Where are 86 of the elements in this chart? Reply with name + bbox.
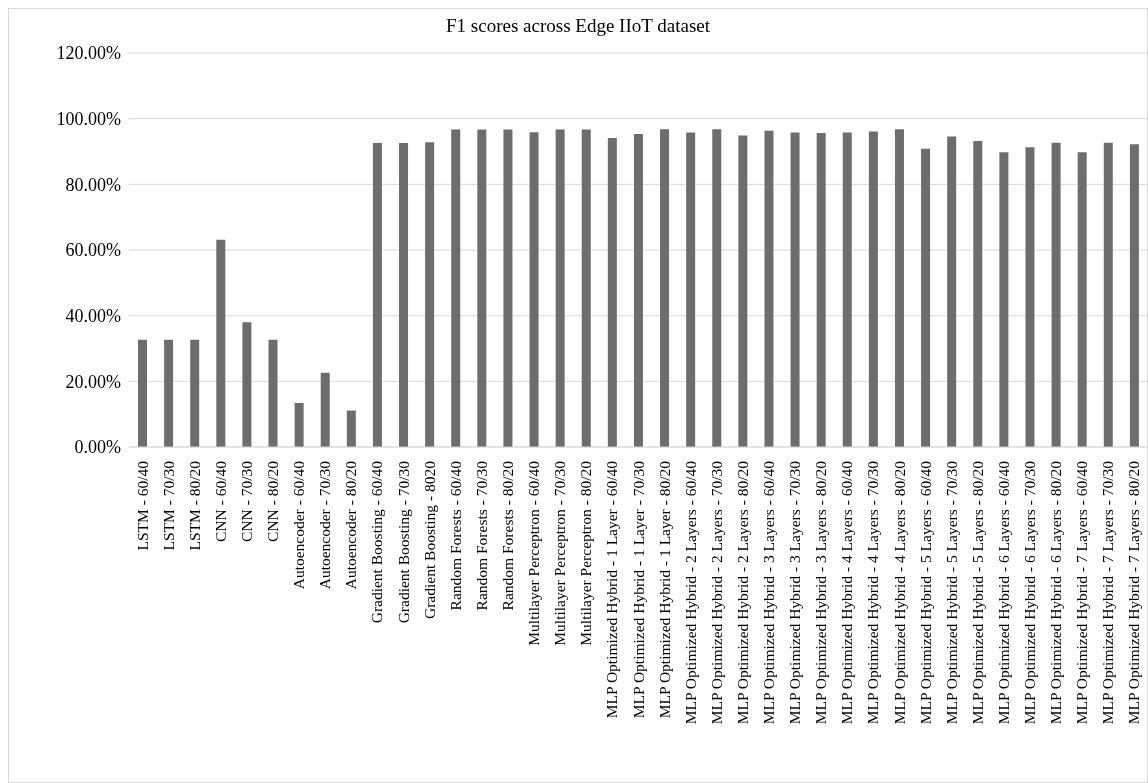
chart-title: F1 scores across Edge IIoT dataset xyxy=(445,15,711,37)
bar xyxy=(555,129,565,447)
x-tick-label: Gradient Boosting - 70/30 xyxy=(394,460,412,624)
x-tick-label: MLP Optimized Hybrid - 3 Layers - 70/30 xyxy=(786,460,804,725)
x-tick-label: Multilayer Perceptron - 70/30 xyxy=(551,460,569,646)
bar xyxy=(372,142,382,447)
x-tick-label: LSTM - 60/40 xyxy=(133,460,151,551)
bar xyxy=(842,132,852,447)
bar xyxy=(164,339,174,447)
x-tick-label: MLP Optimized Hybrid - 1 Layer - 60/40 xyxy=(603,460,621,719)
x-tick-label: MLP Optimized Hybrid - 2 Layers - 60/40 xyxy=(681,460,699,725)
x-tick-label: MLP Optimized Hybrid - 1 Layer - 80/20 xyxy=(655,460,673,719)
bar xyxy=(973,140,983,447)
x-tick-label: MLP Optimized Hybrid - 4 Layers - 80/20 xyxy=(890,460,908,725)
x-tick-label: LSTM - 70/30 xyxy=(159,460,177,551)
x-tick-label: MLP Optimized Hybrid - 4 Layers - 70/30 xyxy=(864,460,882,725)
bar xyxy=(686,132,696,447)
bar xyxy=(790,132,800,447)
bar xyxy=(399,142,409,447)
x-tick-label: MLP Optimized Hybrid - 7 Layers - 60/40 xyxy=(1073,460,1091,725)
x-tick-label: CNN - 80/20 xyxy=(264,460,282,542)
bar xyxy=(1077,152,1087,447)
x-tick-label: MLP Optimized Hybrid - 2 Layers - 80/20 xyxy=(733,460,751,725)
bar xyxy=(999,152,1009,447)
bar xyxy=(451,129,461,447)
bar xyxy=(868,131,878,447)
bar xyxy=(607,138,617,447)
x-tick-label: MLP Optimized Hybrid - 7 Layers - 70/30 xyxy=(1099,460,1117,725)
x-tick-label: Multilayer Perceptron - 80/20 xyxy=(577,460,595,646)
y-tick-label: 120.00% xyxy=(56,43,121,64)
bar xyxy=(1103,142,1113,447)
bar xyxy=(138,339,147,447)
x-tick-label: MLP Optimized Hybrid - 5 Layers - 70/30 xyxy=(942,460,960,725)
y-tick-label: 0.00% xyxy=(74,437,121,458)
x-tick-label: Random Forests - 70/30 xyxy=(472,460,490,611)
bar xyxy=(1025,147,1035,447)
bar xyxy=(529,132,539,447)
x-tick-label: Multilayer Perceptron - 60/40 xyxy=(525,460,543,646)
x-tick-label: Gradient Boosting - 60/40 xyxy=(368,460,386,624)
bar xyxy=(921,148,931,447)
bar xyxy=(190,339,200,447)
bar xyxy=(503,129,513,447)
bar xyxy=(738,135,748,447)
bar xyxy=(581,129,591,447)
x-tick-label: MLP Optimized Hybrid - 3 Layers - 80/20 xyxy=(812,460,830,725)
x-tick-label: CNN - 60/40 xyxy=(211,460,229,542)
bar xyxy=(242,322,252,447)
y-tick-label: 80.00% xyxy=(65,174,121,195)
bar xyxy=(294,403,304,447)
x-tick-label: MLP Optimized Hybrid - 7 Layers - 80/20 xyxy=(1125,460,1143,725)
bar xyxy=(712,129,722,447)
bar xyxy=(320,372,330,447)
x-tick-label: Random Forests - 80/20 xyxy=(498,460,516,611)
bar xyxy=(894,129,904,447)
bar xyxy=(477,129,487,447)
bar xyxy=(660,129,670,447)
y-tick-label: 20.00% xyxy=(65,371,121,392)
x-tick-label: MLP Optimized Hybrid - 1 Layer - 70/30 xyxy=(629,460,647,719)
x-tick-label: MLP Optimized Hybrid - 5 Layers - 80/20 xyxy=(968,460,986,725)
bar xyxy=(816,133,826,447)
bar xyxy=(1051,142,1061,447)
bar xyxy=(268,339,278,447)
x-tick-label: Autoencoder - 60/40 xyxy=(290,460,308,590)
x-tick-label: Autoencoder - 80/20 xyxy=(342,460,360,590)
bar xyxy=(947,136,957,447)
y-tick-label: 40.00% xyxy=(65,306,121,327)
x-tick-label: MLP Optimized Hybrid - 6 Layers - 70/30 xyxy=(1021,460,1039,725)
x-tick-label: MLP Optimized Hybrid - 2 Layers - 70/30 xyxy=(707,460,725,725)
x-tick-label: MLP Optimized Hybrid - 5 Layers - 60/40 xyxy=(916,460,934,725)
x-tick-label: MLP Optimized Hybrid - 6 Layers - 60/40 xyxy=(994,460,1012,725)
bar xyxy=(764,130,774,447)
x-tick-label: MLP Optimized Hybrid - 6 Layers - 80/20 xyxy=(1047,460,1065,725)
x-tick-label: Autoencoder - 70/30 xyxy=(316,460,334,590)
bar xyxy=(346,410,356,447)
x-tick-label: LSTM - 80/20 xyxy=(185,460,203,551)
bar xyxy=(633,134,643,447)
x-tick-label: Gradient Boosting - 8020 xyxy=(420,460,438,619)
y-tick-label: 60.00% xyxy=(65,240,121,261)
x-tick-label: Random Forests - 60/40 xyxy=(446,460,464,611)
x-tick-label: MLP Optimized Hybrid - 3 Layers - 60/40 xyxy=(760,460,778,725)
x-tick-label: CNN - 70/30 xyxy=(237,460,255,542)
bar xyxy=(1129,144,1139,447)
y-tick-label: 100.00% xyxy=(56,109,121,130)
bar xyxy=(425,142,435,447)
bar xyxy=(216,239,226,447)
x-tick-label: MLP Optimized Hybrid - 4 Layers - 60/40 xyxy=(838,460,856,725)
